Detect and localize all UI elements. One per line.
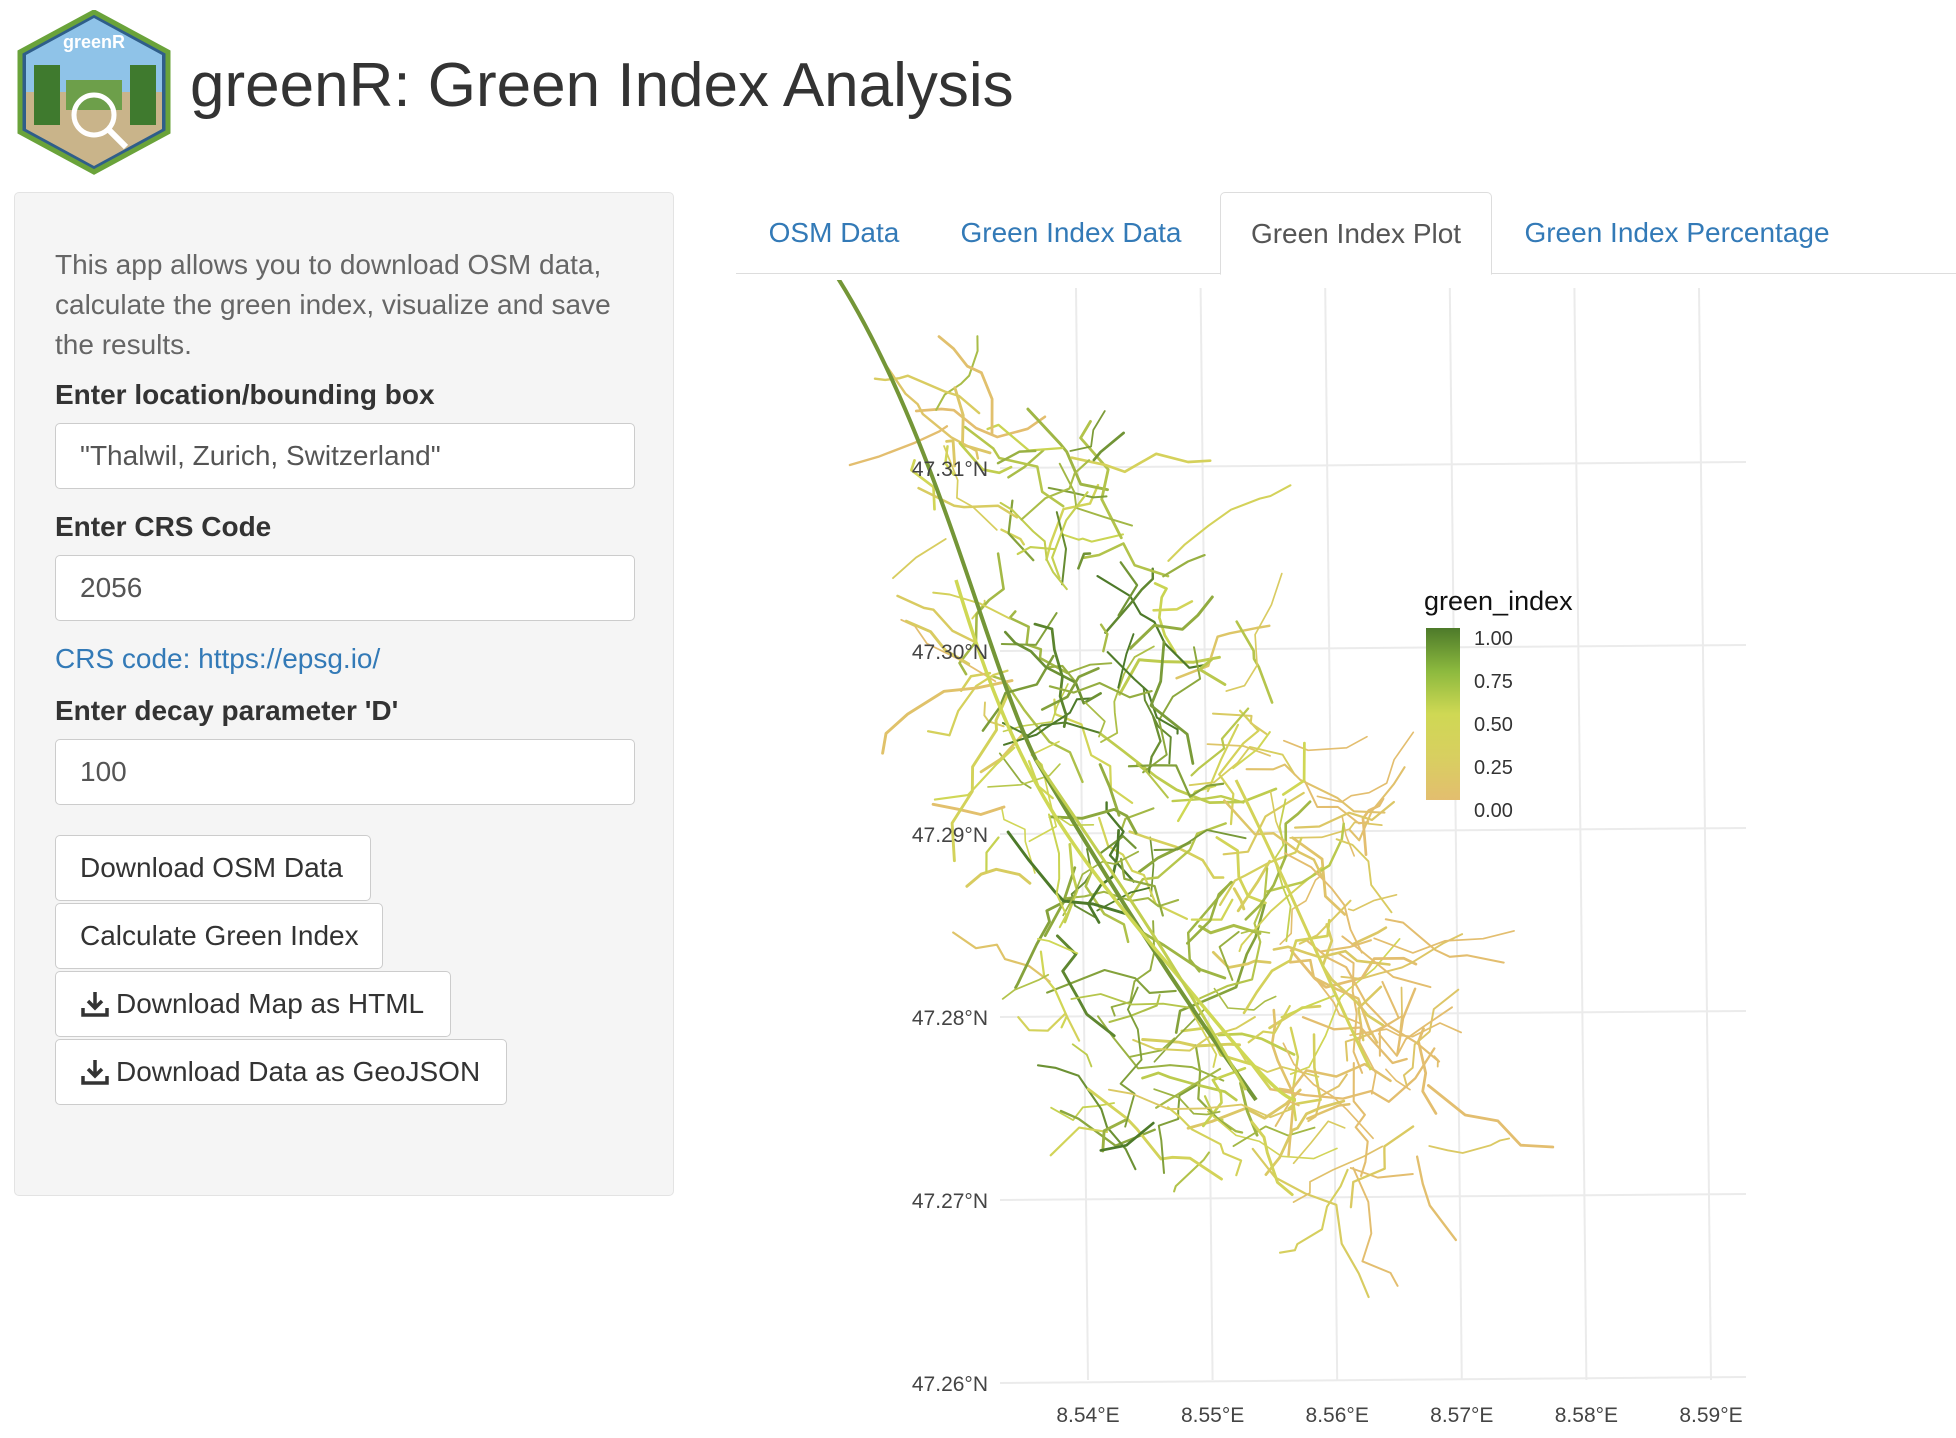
download-osm-label: Download OSM Data [80,852,344,883]
tab-green-index-percentage[interactable]: Green Index Percentage [1524,217,1830,248]
legend-tick-label: 1.00 [1474,628,1513,650]
download-geojson-label: Download Data as GeoJSON [116,1056,481,1087]
svg-text:greenR: greenR [63,32,125,52]
road-network [836,280,1555,1299]
x-tick-label: 8.56°E [1306,1404,1369,1427]
y-axis: 47.31°N 47.30°N 47.29°N 47.28°N 47.27°N 47.26… [912,458,988,1396]
location-input[interactable] [55,423,635,489]
plot-legend: green_index 1.00 0.75 0.50 0.25 0.00 [1424,586,1573,822]
page-title: greenR: Green Index Analysis [190,51,1014,120]
location-label: Enter location/bounding box [55,379,435,410]
crs-label: Enter CRS Code [55,511,272,542]
decay-input[interactable] [55,739,635,805]
download-html-label: Download Map as HTML [116,988,425,1019]
plot-grid [999,287,1747,1384]
decay-label: Enter decay parameter 'D' [55,695,399,726]
sidebar-panel: This app allows you to download OSM data… [14,192,674,1196]
x-axis: 8.54°E 8.55°E 8.56°E 8.57°E 8.58°E 8.59°E [1056,1404,1742,1427]
download-osm-button[interactable]: Download OSM Data [55,835,371,901]
green-index-plot: 8.54°E 8.55°E 8.56°E 8.57°E 8.58°E 8.59°E 47.… [836,280,1747,1427]
download-icon [81,992,109,1017]
legend-colorbar [1426,628,1460,800]
crs-input[interactable] [55,555,635,621]
app-header: greenR [12,10,177,175]
legend-title: green_index [1424,586,1573,616]
legend-tick-label: 0.00 [1474,800,1513,822]
crs-link[interactable]: CRS code: https://epsg.io/ [55,643,381,674]
tab-osm-data[interactable]: OSM Data [768,217,900,248]
tab-green-index-plot[interactable]: Green Index Plot [1220,192,1492,275]
download-icon [81,1060,109,1085]
legend-tick-label: 0.50 [1474,714,1513,736]
y-tick-label: 47.28°N [912,1007,988,1030]
calculate-green-index-button[interactable]: Calculate Green Index [55,903,383,969]
y-tick-label: 47.26°N [912,1373,988,1396]
calculate-label: Calculate Green Index [80,920,359,951]
tab-bar: OSM Data Green Index Data Green Index Pl… [736,192,1956,275]
x-tick-label: 8.58°E [1555,1404,1618,1427]
download-html-button[interactable]: Download Map as HTML [55,971,451,1037]
download-geojson-button[interactable]: Download Data as GeoJSON [55,1039,507,1105]
y-tick-label: 47.29°N [912,824,988,847]
intro-text: This app allows you to download OSM data… [55,249,611,360]
x-tick-label: 8.55°E [1181,1404,1244,1427]
x-tick-label: 8.59°E [1679,1404,1742,1427]
x-tick-label: 8.57°E [1430,1404,1493,1427]
legend-tick-label: 0.25 [1474,757,1513,779]
legend-tick-label: 0.75 [1474,671,1513,693]
y-tick-label: 47.31°N [912,458,988,481]
y-tick-label: 47.30°N [912,641,988,664]
x-tick-label: 8.54°E [1056,1404,1119,1427]
greenr-logo: greenR [17,10,171,175]
y-tick-label: 47.27°N [912,1190,988,1213]
tab-green-index-data[interactable]: Green Index Data [960,217,1182,248]
